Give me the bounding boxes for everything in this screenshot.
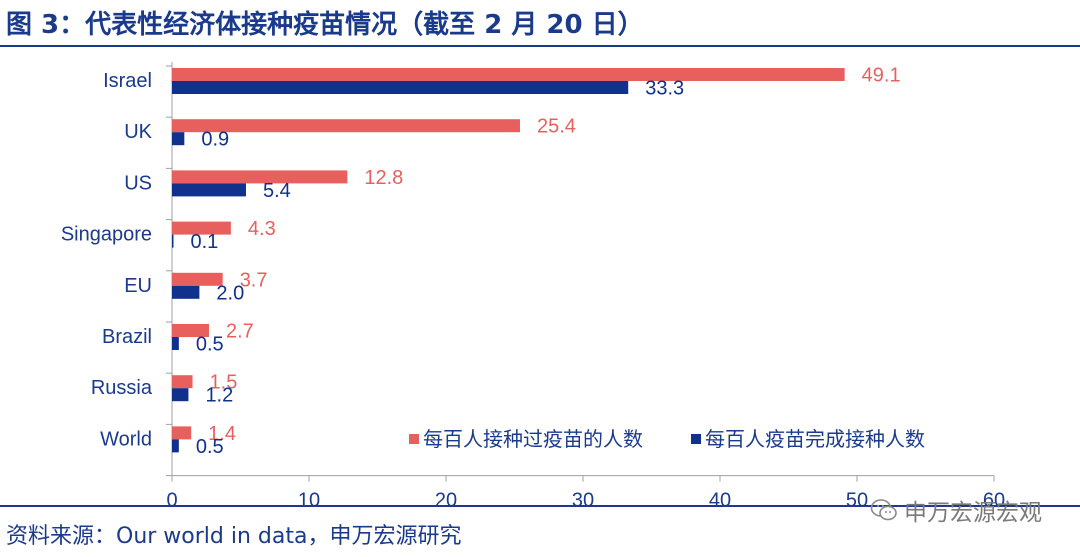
x-tick-label: 30 [572,490,594,505]
category-label: Singapore [61,224,152,246]
category-label: Brazil [102,326,152,348]
category-label: UK [124,121,152,143]
category-label: Russia [91,377,153,399]
bar-vaccinated [172,119,520,133]
data-label-vaccinated: 12.8 [364,167,403,189]
bar-vaccinated [172,170,348,184]
title-divider [0,45,1080,47]
data-label-fully-vaccinated: 5.4 [263,180,291,202]
category-label: Israel [103,70,152,92]
data-label-vaccinated: 3.7 [240,269,268,291]
data-label-fully-vaccinated: 1.2 [205,385,233,407]
bar-vaccinated [172,272,223,286]
x-tick-label: 50 [846,490,868,505]
watermark-text: 申万宏源宏观 [904,500,1042,526]
source-note: 资料来源：Our world in data，申万宏源研究 [6,524,462,549]
bar-fully-vaccinated [172,234,174,248]
bar-fully-vaccinated [172,132,185,146]
data-label-fully-vaccinated: 2.0 [216,282,244,304]
x-tick-label: 10 [298,490,320,505]
bar-chart: Israel UK US Singapore EU Brazil Russia World 0 1… [61,62,1005,505]
bar-vaccinated [172,68,845,81]
data-label-fully-vaccinated: 33.3 [645,78,684,100]
data-label-vaccinated: 1.5 [210,372,238,394]
data-label-vaccinated: 1.4 [208,423,236,445]
bar-vaccinated [172,375,193,389]
category-label: EU [124,275,152,297]
x-tick-label: 40 [709,490,731,505]
chart-title: 图 3：代表性经济体接种疫苗情况（截至 2 月 20 日） [6,10,644,40]
data-label-fully-vaccinated: 0.1 [191,231,219,253]
data-label-vaccinated: 49.1 [862,65,901,87]
x-tick-label: 60 [983,490,1005,505]
category-label: World [100,428,152,450]
data-label-fully-vaccinated: 0.5 [196,334,224,356]
data-label-vaccinated: 4.3 [248,218,276,240]
legend-swatch-vaccinated [409,434,419,444]
bar-fully-vaccinated [172,285,200,299]
bar-vaccinated [172,221,231,235]
legend-label-vaccinated: 每百人接种过疫苗的人数 [423,427,643,451]
category-label: US [124,172,152,194]
bar-vaccinated [172,324,209,337]
wechat-icon [870,499,897,521]
data-label-vaccinated: 2.7 [226,321,254,343]
bar-fully-vaccinated [172,183,246,197]
data-label-fully-vaccinated: 0.9 [201,129,229,151]
legend-swatch-fully-vaccinated [691,434,701,444]
bar-vaccinated [172,426,192,440]
data-label-vaccinated: 25.4 [537,116,576,138]
legend-label-fully-vaccinated: 每百人疫苗完成接种人数 [705,427,925,451]
footer-divider [0,505,1080,507]
x-tick-label: 20 [435,490,457,505]
bar-fully-vaccinated [172,81,629,94]
bar-fully-vaccinated [172,388,189,402]
x-tick-label: 0 [166,490,177,505]
bar-fully-vaccinated [172,337,179,350]
watermark: 申万宏源宏观 [870,493,1042,527]
bar-fully-vaccinated [172,439,179,453]
data-label-fully-vaccinated: 0.5 [196,436,224,458]
